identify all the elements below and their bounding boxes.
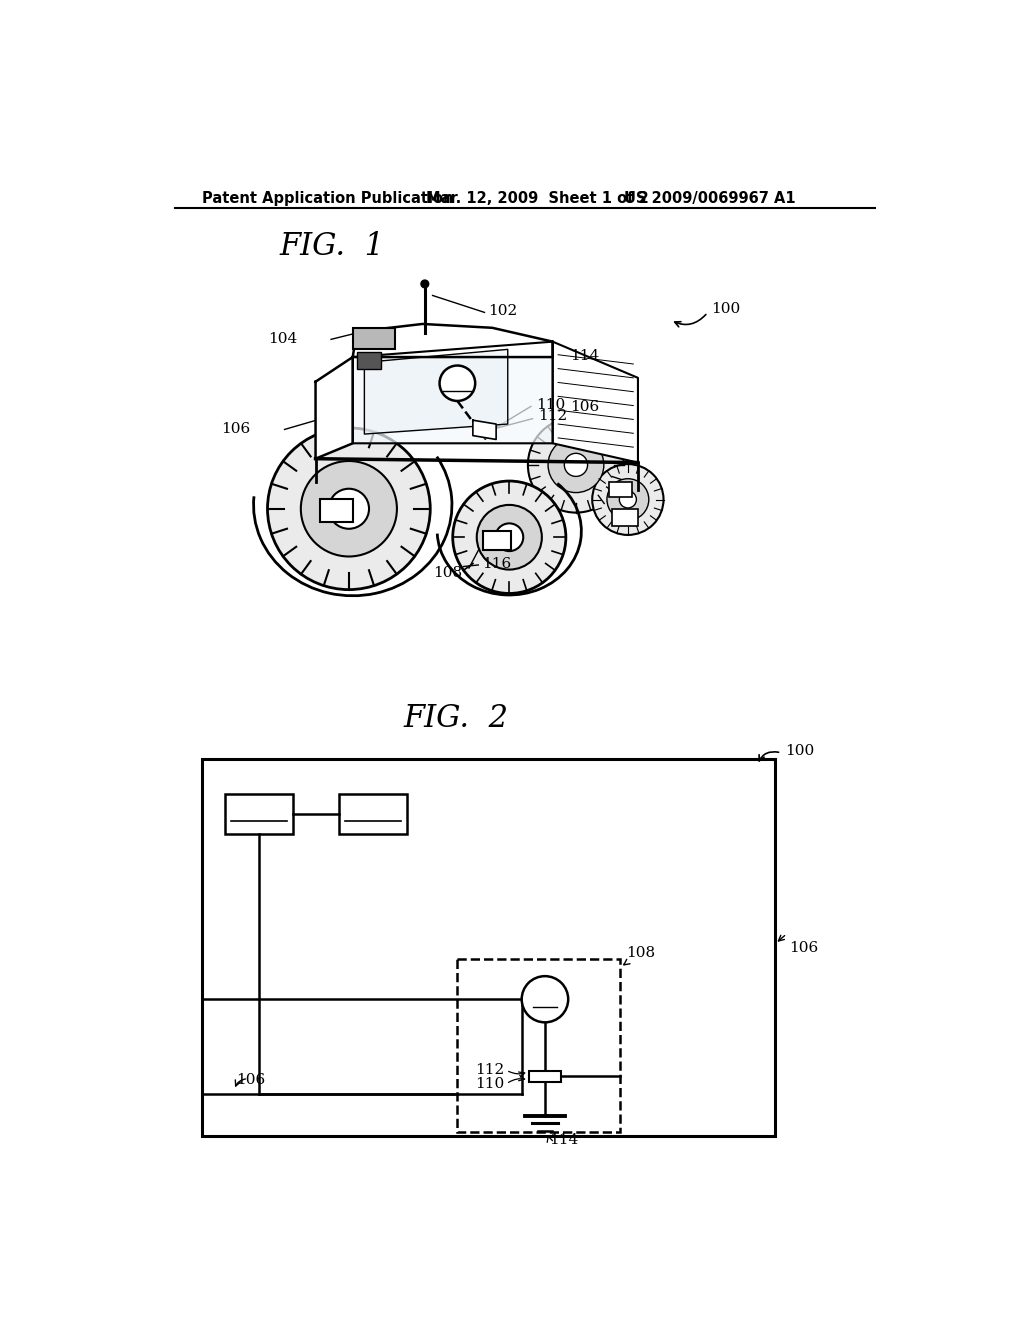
Bar (608, 482, 632, 498)
Bar (202, 759, 775, 1137)
Circle shape (301, 461, 397, 557)
Circle shape (620, 491, 636, 508)
Circle shape (548, 437, 604, 492)
Circle shape (564, 453, 588, 477)
Text: Patent Application Publication: Patent Application Publication (202, 191, 454, 206)
Polygon shape (553, 342, 638, 462)
Circle shape (329, 488, 369, 529)
Text: 116: 116 (529, 991, 561, 1007)
Polygon shape (352, 342, 553, 444)
Circle shape (477, 504, 542, 570)
Circle shape (439, 366, 475, 401)
Text: 112: 112 (538, 409, 567, 424)
Bar (352, 327, 395, 350)
Circle shape (607, 479, 649, 520)
Text: 106: 106 (221, 422, 251, 437)
Circle shape (528, 417, 624, 512)
Text: 100: 100 (785, 744, 814, 758)
Text: 102: 102 (488, 304, 517, 318)
Bar (339, 793, 407, 834)
Text: 104: 104 (242, 805, 276, 822)
Polygon shape (352, 323, 553, 358)
Circle shape (453, 480, 566, 594)
Bar (483, 531, 511, 549)
Text: 110: 110 (537, 397, 565, 412)
Circle shape (592, 465, 664, 535)
Text: 108: 108 (627, 946, 655, 960)
Circle shape (521, 977, 568, 1022)
Bar (225, 793, 293, 834)
Text: FIG.  2: FIG. 2 (403, 704, 508, 734)
Polygon shape (315, 358, 352, 459)
Text: 106: 106 (569, 400, 599, 414)
Text: 102: 102 (355, 805, 390, 822)
Bar (321, 499, 352, 521)
Text: FIG.  1: FIG. 1 (280, 231, 384, 263)
Text: 104: 104 (267, 333, 297, 346)
Bar (611, 508, 638, 525)
Bar (528, 1071, 561, 1081)
Circle shape (421, 280, 429, 288)
Text: US 2009/0069967 A1: US 2009/0069967 A1 (624, 191, 796, 206)
Circle shape (496, 523, 523, 552)
Text: 106: 106 (790, 941, 818, 954)
Bar (458, 960, 621, 1133)
Text: 114: 114 (569, 350, 599, 363)
Text: 110: 110 (475, 1077, 505, 1090)
Text: 116: 116 (482, 557, 511, 572)
Text: 106: 106 (237, 1073, 266, 1088)
Text: 100: 100 (711, 301, 740, 315)
Text: 114: 114 (549, 1133, 579, 1147)
Text: 108: 108 (433, 566, 463, 579)
Text: Mar. 12, 2009  Sheet 1 of 2: Mar. 12, 2009 Sheet 1 of 2 (426, 191, 649, 206)
Circle shape (267, 428, 430, 590)
Polygon shape (365, 350, 508, 434)
Polygon shape (473, 420, 496, 440)
Bar (357, 352, 381, 370)
Text: 112: 112 (475, 1063, 505, 1077)
